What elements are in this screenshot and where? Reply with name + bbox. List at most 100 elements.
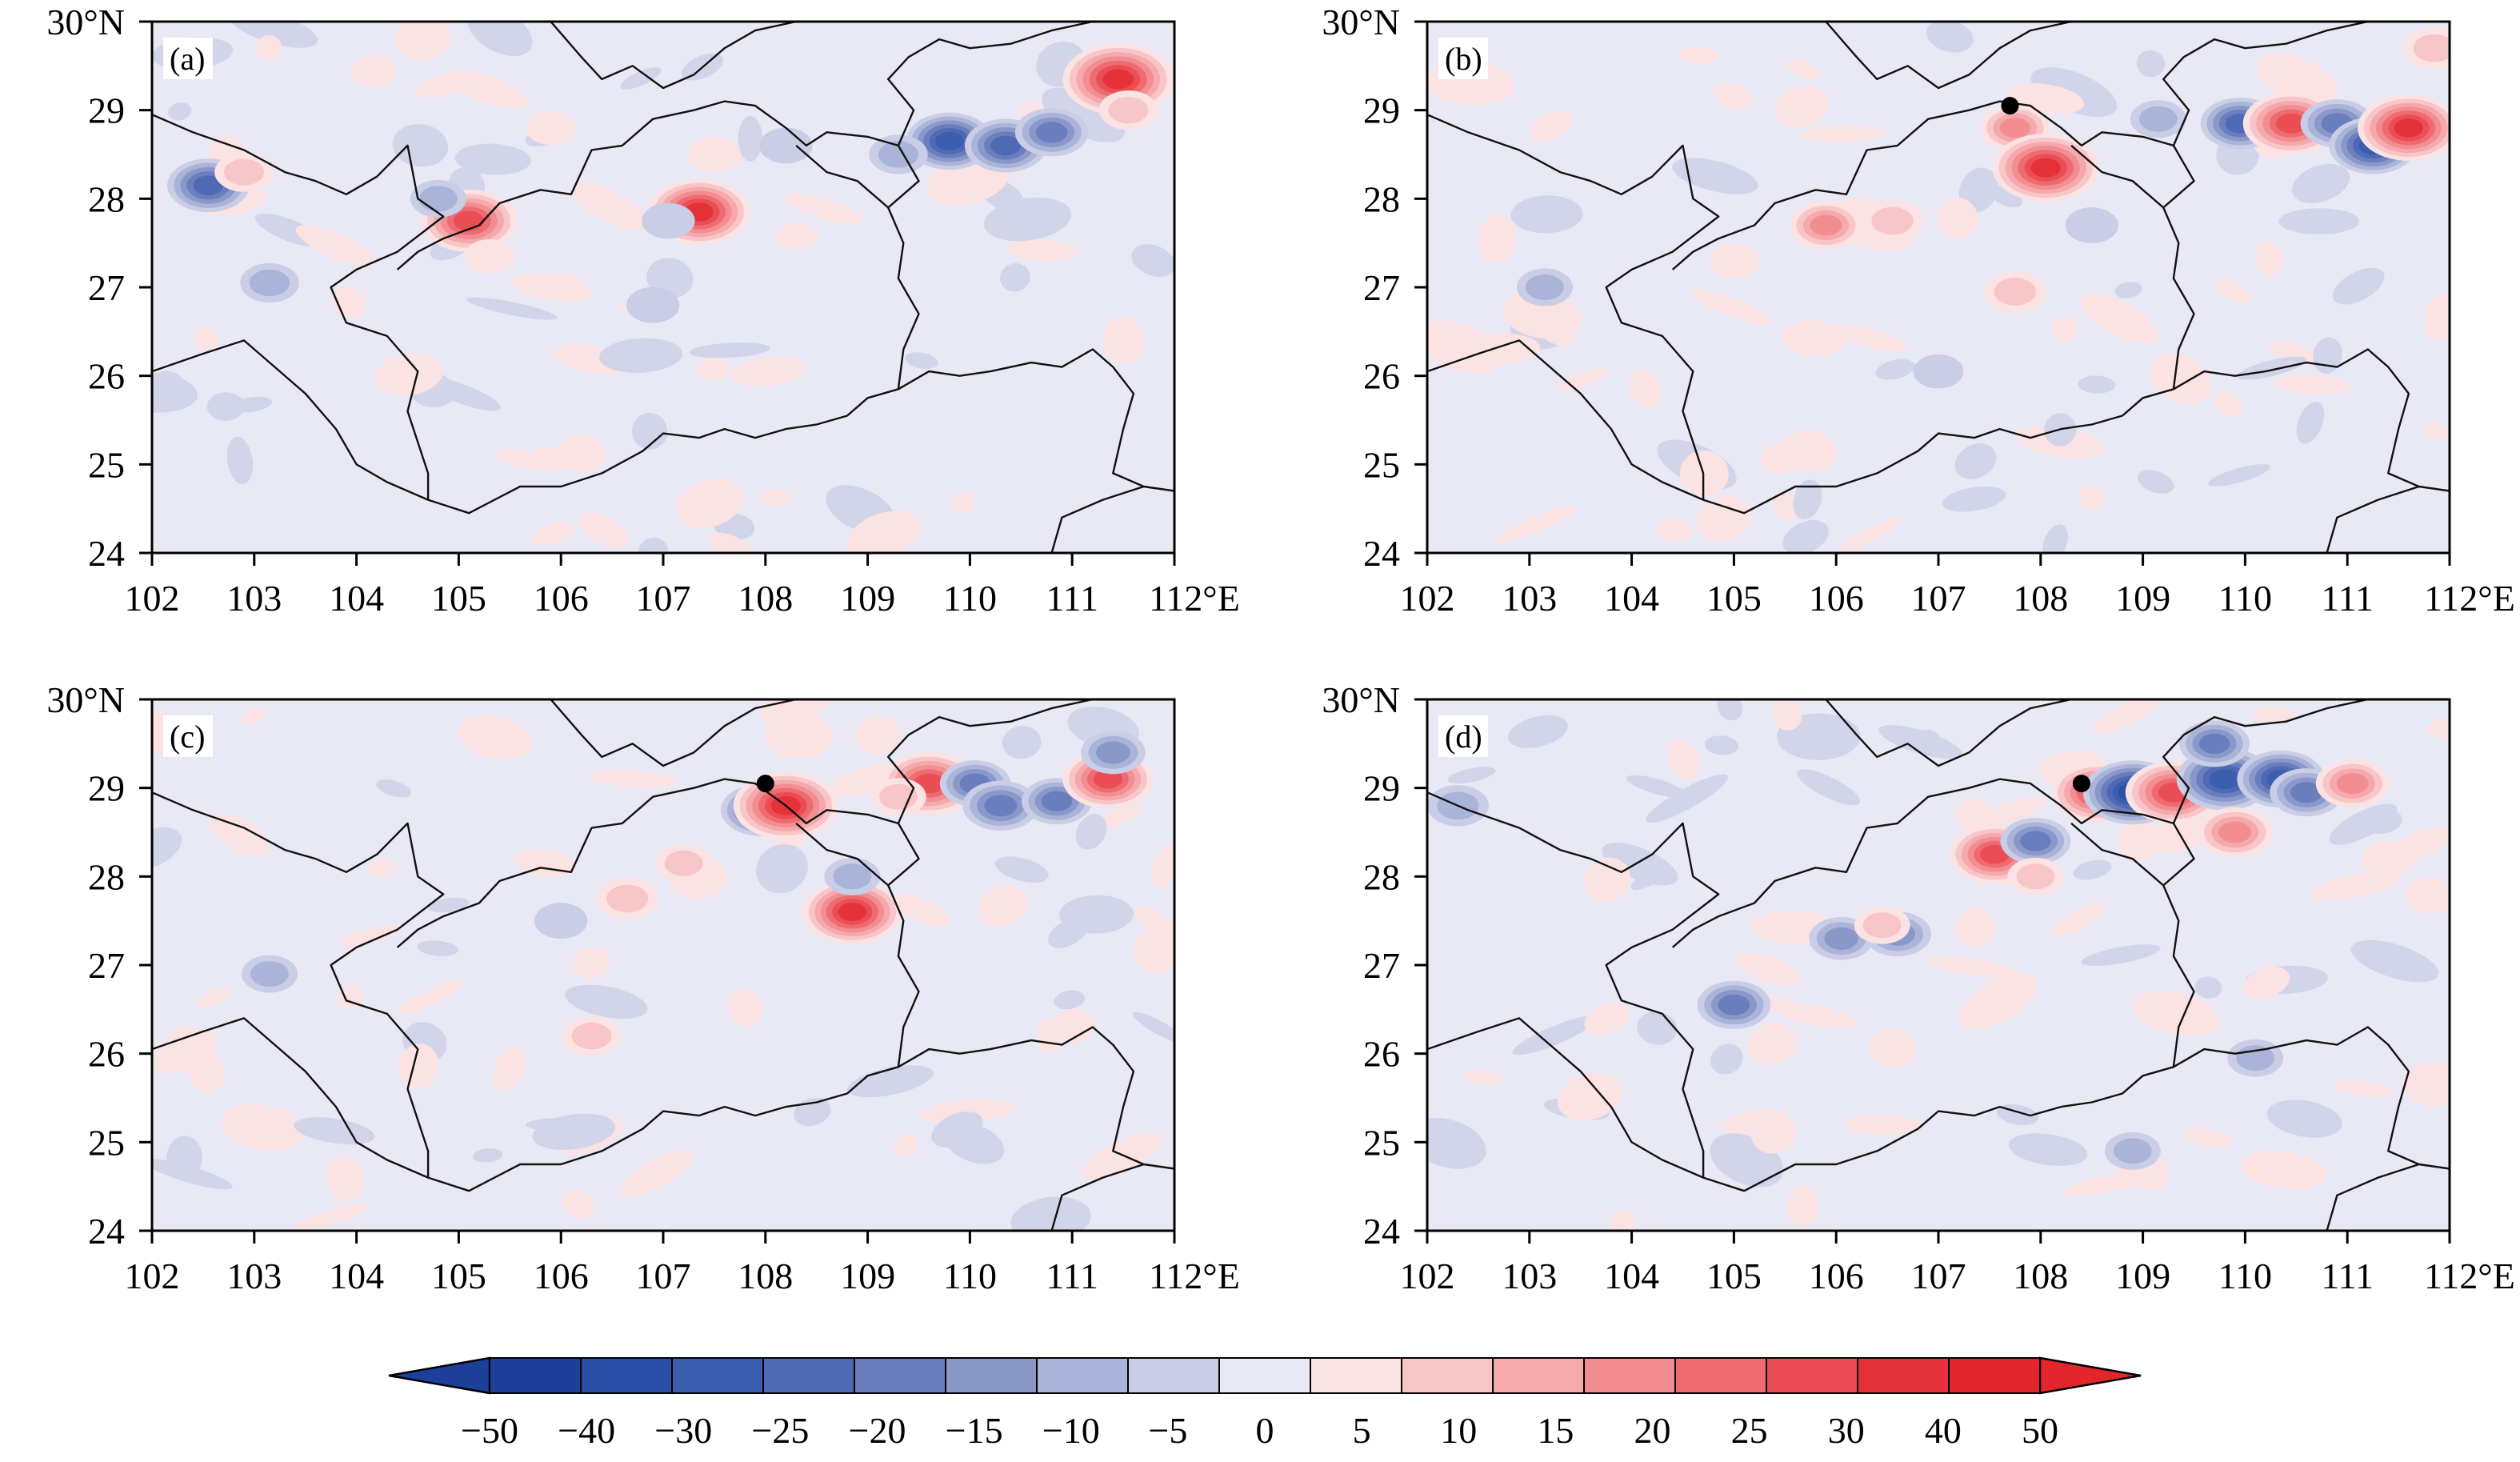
weak-anomaly-patch <box>1954 443 1997 479</box>
weak-anomaly-patch <box>1507 715 1568 748</box>
colorbar-segment <box>671 1357 764 1394</box>
colorbar-label: 10 <box>1440 1410 1477 1451</box>
weak-anomaly-patch <box>2052 317 2078 342</box>
border-line <box>550 22 797 90</box>
anomaly-contour <box>2020 831 2051 851</box>
weak-anomaly-patch <box>166 1136 202 1180</box>
border-line <box>887 22 1094 390</box>
weak-anomaly-patch <box>2241 1151 2326 1189</box>
anomaly-contour <box>464 238 515 274</box>
colorbar-segment <box>1492 1357 1585 1394</box>
weak-anomaly-patch <box>1646 774 1729 823</box>
weak-anomaly-patch <box>2149 352 2211 403</box>
anomaly-contour <box>1093 769 1123 789</box>
station-marker <box>2001 97 2019 115</box>
weak-anomaly-patch <box>1750 1112 1796 1154</box>
weak-anomaly-patch <box>198 987 232 1007</box>
anomaly-contour <box>1096 741 1130 764</box>
weak-anomaly-patch <box>1772 699 1802 731</box>
weak-anomaly-patch <box>2255 53 2338 105</box>
anomaly-contour <box>571 1022 612 1050</box>
colorbar-segment <box>1583 1357 1676 1394</box>
weak-anomaly-patch <box>2332 267 2385 305</box>
x-tick-label: 104 <box>329 578 384 619</box>
border-line <box>795 822 889 887</box>
weak-anomaly-patch <box>2254 241 2283 275</box>
weak-anomaly-patch <box>2030 67 2118 118</box>
weak-anomaly-patch <box>2405 877 2450 914</box>
anomaly-contour <box>642 202 695 239</box>
x-tick-label: 104 <box>329 1256 384 1296</box>
weak-anomaly-patch <box>675 479 744 528</box>
x-tick-label: 109 <box>840 1256 895 1296</box>
weak-anomaly-patch <box>2251 706 2296 724</box>
panel-label: (d) <box>1445 719 1482 755</box>
weak-anomaly-patch <box>1512 1015 1598 1055</box>
y-tick-label: 25 <box>88 444 125 485</box>
weak-anomaly-patch <box>2081 294 2158 343</box>
weak-anomaly-patch <box>1584 1003 1629 1035</box>
x-tick-label: 102 <box>125 578 180 619</box>
weak-anomaly-patch <box>1557 1072 1622 1121</box>
colorbar-label: 40 <box>1925 1410 1962 1451</box>
weak-anomaly-patch <box>847 1065 934 1098</box>
weak-anomaly-patch <box>417 940 458 956</box>
y-tick-label: 30°N <box>1322 679 1400 720</box>
x-tick-label: 111 <box>2321 1256 2374 1296</box>
colorbar-segment <box>1310 1357 1402 1394</box>
weak-anomaly-patch <box>784 194 863 224</box>
weak-anomaly-patch <box>1981 797 2045 826</box>
weak-anomaly-patch <box>220 1104 305 1151</box>
y-tick-label: 28 <box>88 178 125 219</box>
weak-anomaly-patch <box>1478 214 1516 263</box>
weak-anomaly-patch <box>1628 370 1662 409</box>
y-tick-label: 24 <box>88 533 125 574</box>
weak-anomaly-patch <box>1528 110 1573 142</box>
weak-anomaly-patch <box>427 897 470 913</box>
colorbar-extend-max <box>2038 1356 2142 1395</box>
weak-anomaly-patch <box>2423 422 2447 440</box>
weak-anomaly-patch <box>1006 239 1077 262</box>
border-line <box>152 791 445 1178</box>
y-tick-label: 30°N <box>46 679 125 720</box>
weak-anomaly-patch <box>2081 944 2161 967</box>
weak-anomaly-patch <box>2310 871 2400 900</box>
anomaly-contour <box>534 903 588 939</box>
weak-anomaly-patch <box>755 843 809 894</box>
anomaly-contour <box>1035 122 1068 143</box>
map-panel-a: (a) 102 103 104 105 106 107 108 109 110 111 112°E 24… <box>46 2 1240 619</box>
y-tick-label: 26 <box>1363 356 1400 397</box>
weak-anomaly-patch <box>638 537 669 553</box>
weak-anomaly-patch <box>446 70 528 109</box>
border-line <box>1671 100 2174 270</box>
anomaly-contour <box>879 783 918 810</box>
anomaly-contour <box>1526 274 1564 300</box>
x-tick-label: 107 <box>1911 1256 1966 1296</box>
weak-anomaly-patch <box>1714 82 1752 110</box>
weak-anomaly-patch <box>1844 1115 1922 1135</box>
weak-anomaly-patch <box>1679 46 1719 65</box>
weak-anomaly-patch <box>466 22 533 57</box>
weak-anomaly-patch <box>2008 1133 2088 1167</box>
weak-anomaly-patch <box>530 522 574 546</box>
x-tick-label: 112°E <box>1149 578 1240 619</box>
weak-anomaly-patch <box>1774 86 1830 127</box>
border-line <box>1825 699 2072 767</box>
weak-anomaly-patch <box>491 1047 526 1091</box>
colorbar-segment <box>580 1357 673 1394</box>
weak-anomaly-patch <box>1666 739 1700 780</box>
border-line <box>1427 791 1720 1178</box>
weak-anomaly-patch <box>1672 158 1758 194</box>
weak-anomaly-patch <box>689 342 770 358</box>
anomaly-contour <box>526 110 576 146</box>
weak-anomaly-patch <box>2183 1128 2234 1148</box>
x-tick-label: 112°E <box>2424 1256 2515 1296</box>
x-tick-label: 110 <box>2218 1256 2272 1296</box>
border-line <box>152 1017 1174 1192</box>
border-line <box>2070 144 2164 209</box>
weak-anomaly-patch <box>1875 358 1915 380</box>
border-line <box>2162 22 2369 390</box>
y-tick-label: 30°N <box>1322 2 1400 42</box>
weak-anomaly-patch <box>2266 1100 2342 1138</box>
anomaly-contour <box>2198 733 2230 755</box>
